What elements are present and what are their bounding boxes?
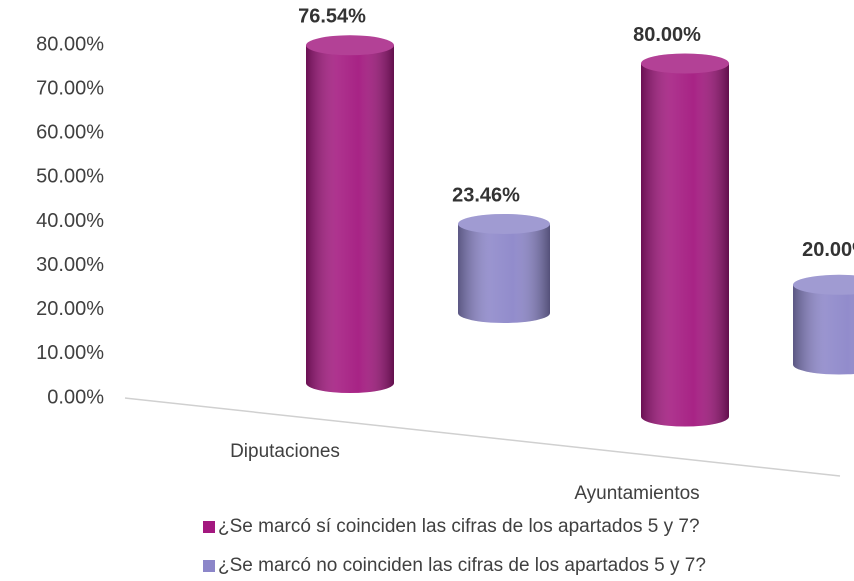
bar-shade — [793, 284, 854, 365]
y-tick-label: 40.00% — [36, 210, 104, 232]
legend-swatch — [203, 521, 215, 533]
y-tick-label: 70.00% — [36, 77, 104, 99]
bar-top-light — [306, 35, 394, 56]
bar-top — [458, 213, 550, 234]
y-tick-label: 50.00% — [36, 166, 104, 188]
x-tick-label: Ayuntamientos — [574, 483, 699, 504]
y-tick-label: 80.00% — [36, 33, 104, 55]
value-label: 20.00% — [802, 239, 854, 261]
floor-line — [124, 397, 841, 477]
bar-top-light — [641, 53, 729, 74]
value-label: 23.46% — [452, 184, 520, 206]
y-tick-label: 10.00% — [36, 342, 104, 364]
legend-label: ¿Se marcó sí coinciden las cifras de los… — [218, 516, 700, 537]
bar-shade — [458, 223, 550, 313]
bar-top-light — [458, 213, 550, 234]
bar-top — [641, 53, 729, 74]
y-tick-label: 30.00% — [36, 254, 104, 276]
bar-top — [793, 274, 854, 295]
x-tick-label: Diputaciones — [230, 441, 340, 462]
legend-label: ¿Se marcó no coinciden las cifras de los… — [218, 555, 706, 576]
bar-top-light — [793, 274, 854, 295]
y-tick-label: 0.00% — [47, 386, 104, 408]
bar-shade — [306, 45, 394, 384]
legend-swatch — [203, 560, 215, 572]
value-label: 76.54% — [298, 6, 366, 28]
value-label: 80.00% — [633, 24, 701, 46]
y-tick-label: 60.00% — [36, 122, 104, 144]
bar-shade — [641, 63, 729, 417]
bar-top — [306, 35, 394, 56]
y-tick-label: 20.00% — [36, 298, 104, 320]
